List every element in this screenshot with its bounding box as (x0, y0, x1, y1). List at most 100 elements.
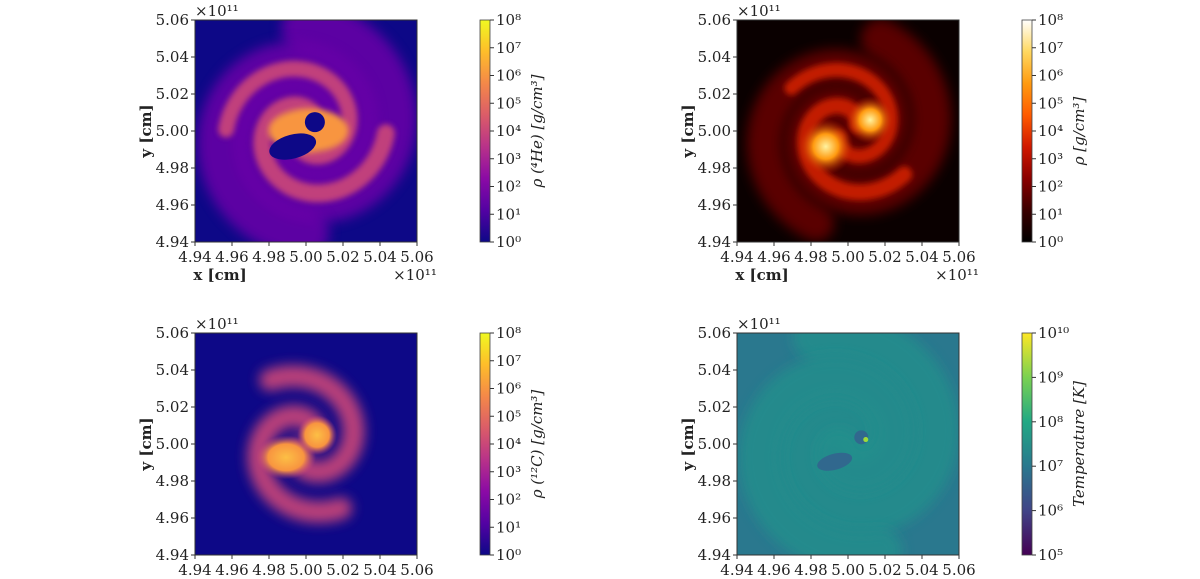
y-axis-label: y [cm] (137, 417, 155, 471)
x-offset-label: ×10¹¹ (393, 266, 437, 284)
colorbar-tick-label: 10¹ (496, 205, 521, 223)
x-axis-label: x [cm] (735, 266, 788, 284)
y-tick-label: 5.04 (698, 48, 731, 66)
y-tick-label: 4.94 (156, 233, 189, 251)
colorbar-tick-label: 10⁸ (1038, 11, 1063, 29)
x-tick-label: 5.00 (289, 248, 322, 266)
x-tick-label: 4.94 (720, 248, 753, 266)
x-tick-label: 5.06 (942, 248, 975, 266)
cool-region (817, 452, 853, 471)
colorbar-tick-label: 10⁷ (1038, 39, 1063, 57)
colorbar-tick-label: 10⁴ (496, 435, 521, 453)
y-tick-label: 4.98 (698, 159, 731, 177)
x-tick-label: 5.02 (868, 248, 901, 266)
y-offset-label: ×10¹¹ (737, 315, 781, 333)
x-tick-label: 5.04 (363, 561, 396, 575)
y-tick-label: 5.06 (698, 324, 731, 342)
temperature-arm (777, 333, 959, 535)
y-tick-label: 4.94 (698, 233, 731, 251)
colorbar-label: ρ (⁴He) [g/cm³] (528, 74, 546, 188)
heatmap-image (195, 20, 417, 242)
x-tick-label: 5.06 (400, 561, 433, 575)
density-arm (253, 96, 395, 203)
colorbar-tick-label: 10² (496, 178, 521, 196)
y-tick-label: 5.04 (698, 361, 731, 379)
y-tick-label: 4.98 (156, 472, 189, 490)
y-tick-label: 5.06 (698, 11, 731, 29)
y-offset-label: ×10¹¹ (195, 315, 239, 333)
y-axis-label: y [cm] (679, 417, 697, 471)
y-tick-label: 5.02 (156, 398, 189, 416)
y-tick-label: 4.98 (698, 472, 731, 490)
y-axis-label: y [cm] (137, 104, 155, 158)
x-tick-label: 4.96 (757, 248, 790, 266)
y-tick-label: 4.94 (698, 546, 731, 564)
colorbar-tick-label: 10⁴ (1038, 122, 1063, 140)
y-offset-label: ×10¹¹ (195, 2, 239, 20)
colorbar-tick-label: 10⁷ (496, 352, 521, 370)
x-tick-label: 5.04 (905, 248, 938, 266)
panel-1: 4.94 4.96 4.98 5.00 5.02 5.04 5.064.944.964.98… (137, 2, 546, 284)
y-axis-label: y [cm] (679, 104, 697, 158)
hot-spot (863, 437, 869, 443)
colorbar-tick-label: 10⁹ (1038, 368, 1063, 386)
y-tick-label: 5.00 (698, 435, 731, 453)
x-axis-label: x [cm] (193, 266, 246, 284)
x-tick-label: 4.96 (215, 248, 248, 266)
panel-4: 4.94 4.96 4.98 5.00 5.02 5.04 5.064.944.964.98… (679, 315, 1088, 579)
colorbar-tick-label: 10⁵ (496, 94, 521, 112)
y-tick-label: 5.06 (156, 324, 189, 342)
colorbar-tick-label: 10² (1038, 178, 1063, 196)
colorbar-gradient (1021, 19, 1033, 243)
y-tick-label: 5.04 (156, 361, 189, 379)
colorbar: 10⁰ 10¹ 10² 10³ 10⁴ 10⁵ 10⁶ 10⁷ 10⁸ ρ [g/cm³] (1021, 11, 1088, 251)
x-tick-label: 5.06 (942, 561, 975, 575)
colorbar-tick-label: 10⁶ (1038, 502, 1063, 520)
y-tick-label: 5.02 (698, 85, 731, 103)
colorbar-tick-label: 10⁷ (496, 39, 521, 57)
y-tick-label: 5.02 (698, 398, 731, 416)
colorbar-tick-label: 10² (496, 491, 521, 509)
colorbar-gradient (479, 19, 491, 243)
panel-3: 4.94 4.96 4.98 5.00 5.02 5.04 5.064.944.964.98… (137, 315, 546, 579)
y-tick-label: 5.04 (156, 48, 189, 66)
x-tick-label: 4.96 (215, 561, 248, 575)
cavity (304, 112, 325, 133)
y-tick-label: 5.00 (156, 122, 189, 140)
colorbar-label: ρ [g/cm³] (1070, 97, 1088, 167)
x-tick-label: 5.00 (831, 248, 864, 266)
x-tick-label: 5.00 (289, 561, 322, 575)
core-secondary (297, 415, 338, 456)
x-tick-label: 4.98 (252, 561, 285, 575)
core-primary (797, 118, 854, 175)
colorbar-tick-label: 10⁵ (1038, 94, 1063, 112)
colorbar-tick-label: 10⁵ (1038, 546, 1063, 564)
colorbar: 10⁰ 10¹ 10² 10³ 10⁴ 10⁵ 10⁶ 10⁷ 10⁸ ρ (¹²C) [g/cm… (479, 324, 546, 564)
colorbar-tick-label: 10⁰ (1038, 233, 1063, 251)
colorbar-tick-label: 10⁰ (496, 546, 521, 564)
x-offset-label: ×10¹¹ (935, 266, 979, 284)
y-tick-label: 5.02 (156, 85, 189, 103)
y-tick-label: 4.94 (156, 546, 189, 564)
x-tick-label: 5.02 (868, 561, 901, 575)
x-tick-label: 4.94 (178, 248, 211, 266)
y-tick-label: 4.96 (156, 196, 189, 214)
colorbar-tick-label: 10⁴ (496, 122, 521, 140)
x-tick-label: 5.04 (363, 248, 396, 266)
x-tick-label: 4.96 (757, 561, 790, 575)
colorbar-tick-label: 10⁶ (496, 380, 521, 398)
core-secondary (846, 95, 895, 144)
colorbar-tick-label: 10⁸ (496, 11, 521, 29)
x-tick-label: 5.06 (400, 248, 433, 266)
colorbar-tick-label: 10⁶ (496, 67, 521, 85)
panel-2: 4.94 4.96 4.98 5.00 5.02 5.04 5.064.944.964.98… (679, 2, 1088, 284)
y-tick-label: 5.00 (698, 122, 731, 140)
colorbar: 10⁰ 10¹ 10² 10³ 10⁴ 10⁵ 10⁶ 10⁷ 10⁸ ρ (⁴He) [g/cm… (479, 11, 546, 251)
y-tick-label: 4.96 (698, 509, 731, 527)
colorbar-tick-label: 10⁵ (496, 407, 521, 425)
y-tick-label: 4.98 (156, 159, 189, 177)
x-tick-label: 4.98 (252, 248, 285, 266)
y-tick-label: 4.96 (698, 196, 731, 214)
colorbar-tick-label: 10⁷ (1038, 457, 1063, 475)
y-tick-label: 4.96 (156, 509, 189, 527)
